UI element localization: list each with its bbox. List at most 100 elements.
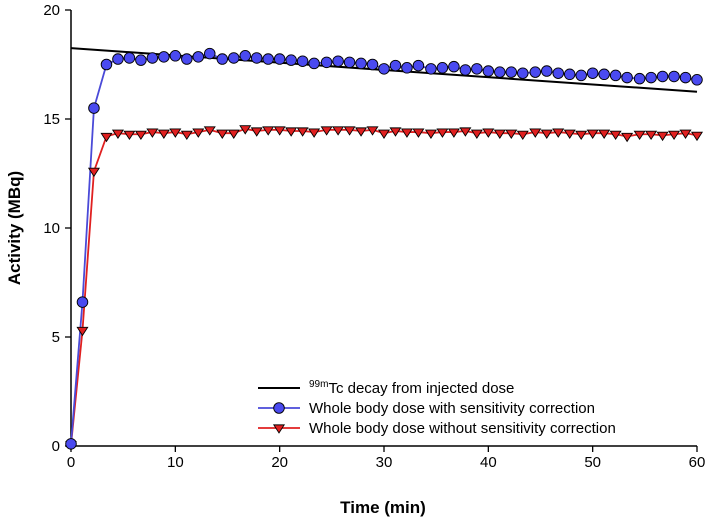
with-correction-point <box>668 70 680 83</box>
with-correction-point <box>343 56 356 69</box>
without-correction-point <box>540 129 553 139</box>
legend-with-label: Whole body dose with sensitivity correct… <box>309 400 595 417</box>
x-tick-label: 60 <box>689 454 706 471</box>
with-correction-point <box>552 67 564 79</box>
without-correction-point <box>621 132 634 143</box>
with-correction-point <box>378 63 390 75</box>
without-correction-point <box>400 128 413 138</box>
series-layer <box>64 47 704 451</box>
axes-layer: 0 10 20 30 40 50 60 0 5 10 15 20 <box>43 2 705 471</box>
legend: 99mTc decay from injected dose Whole body… <box>258 379 616 437</box>
with-correction-point <box>575 69 587 82</box>
without-correction-point <box>389 127 402 137</box>
without-correction-point <box>134 130 147 141</box>
without-correction-point <box>633 130 646 141</box>
with-correction-point <box>563 68 576 81</box>
legend-decay-isotope-superscript: 99m <box>309 379 328 390</box>
with-correction-point <box>586 67 599 79</box>
with-correction-point <box>505 66 518 78</box>
with-correction-point <box>285 54 297 66</box>
with-correction-point <box>204 47 216 60</box>
x-tick-label: 40 <box>480 454 497 471</box>
with-correction-point <box>262 53 274 65</box>
with-correction-point <box>448 60 460 73</box>
legend-decay-label-text: Tc decay from injected dose <box>328 380 514 397</box>
with-correction-point <box>112 53 124 65</box>
without-correction-point <box>377 129 391 139</box>
without-correction-point <box>285 127 298 137</box>
without-correction-point <box>679 129 692 139</box>
with-correction-point <box>88 102 100 114</box>
without-correction-point <box>320 126 333 136</box>
with-correction-point <box>645 71 657 84</box>
with-correction-point <box>146 52 159 64</box>
with-correction-point <box>135 54 147 66</box>
without-correction-point <box>366 126 379 136</box>
with-correction-point <box>228 52 240 64</box>
without-correction-point <box>169 128 182 138</box>
with-correction-point <box>332 55 344 67</box>
with-correction-point <box>169 50 182 62</box>
with-correction-point <box>296 55 309 67</box>
without-correction-point <box>668 130 681 141</box>
without-correction-point <box>250 127 263 137</box>
x-tick-label: 0 <box>67 454 75 471</box>
without-correction-point <box>239 125 252 135</box>
without-correction-point <box>436 128 449 138</box>
without-correction-point <box>516 130 529 141</box>
with-correction-point <box>239 50 251 62</box>
with-correction-point <box>541 65 553 77</box>
without-correction-line <box>70 127 698 445</box>
without-correction-point <box>308 128 321 138</box>
without-correction-point <box>493 129 506 139</box>
legend-without-swatch-marker <box>272 424 286 434</box>
without-correction-point <box>575 130 588 141</box>
without-correction-point <box>690 131 704 142</box>
without-correction-point <box>470 129 483 139</box>
y-tick-label: 0 <box>52 438 60 455</box>
without-correction-point <box>552 128 565 138</box>
with-correction-point <box>471 63 483 75</box>
x-tick-label: 50 <box>584 454 601 471</box>
without-correction-point <box>100 132 113 143</box>
without-correction-point <box>609 130 622 141</box>
y-tick-label: 5 <box>52 329 60 346</box>
with-correction-point <box>633 72 646 85</box>
with-correction-point <box>621 71 633 84</box>
with-correction-point <box>517 67 529 79</box>
without-correction-point <box>76 326 89 337</box>
y-axis-title: Activity (MBq) <box>5 171 24 285</box>
with-correction-point <box>389 59 402 72</box>
without-correction-point <box>505 129 518 139</box>
axis-titles: Time (min) Activity (MBq) <box>5 171 426 517</box>
with-correction-point <box>366 58 379 71</box>
with-correction-point <box>482 65 495 77</box>
with-correction-point <box>425 63 437 75</box>
without-correction-point <box>412 128 425 138</box>
x-tick-label: 30 <box>376 454 393 471</box>
without-correction-point <box>227 129 240 139</box>
with-correction-point <box>679 71 692 84</box>
with-correction-point <box>609 69 622 82</box>
with-correction-point <box>598 68 610 81</box>
without-correction-point <box>424 129 437 139</box>
without-correction-point <box>180 130 193 141</box>
with-correction-point <box>436 62 449 74</box>
without-correction-point <box>203 126 216 136</box>
without-correction-point <box>192 128 205 138</box>
legend-decay-label: 99mTc decay from injected dose <box>309 379 514 397</box>
without-correction-point <box>262 126 275 136</box>
with-correction-point <box>355 57 367 70</box>
without-correction-point <box>87 167 100 178</box>
without-correction-point <box>273 126 286 136</box>
without-correction-point <box>296 127 309 137</box>
y-tick-label: 20 <box>43 2 60 19</box>
with-correction-point <box>100 58 113 71</box>
with-correction-point <box>273 53 286 65</box>
with-correction-point <box>250 52 263 64</box>
with-correction-point <box>181 53 193 65</box>
with-correction-point <box>76 296 89 308</box>
x-tick-label: 10 <box>167 454 184 471</box>
without-correction-point <box>123 130 136 141</box>
